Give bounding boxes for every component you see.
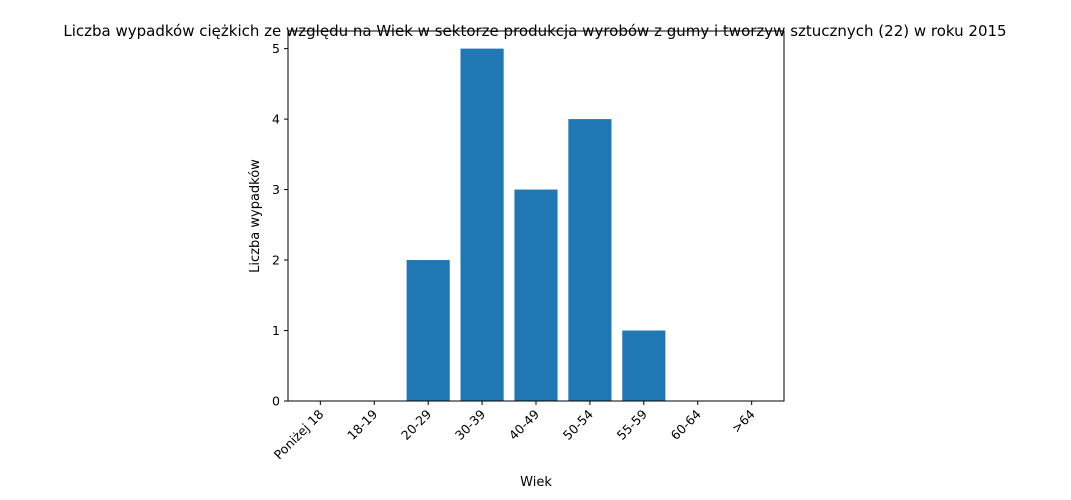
y-tick-label: 2: [272, 253, 280, 268]
y-tick-label: 0: [272, 394, 280, 409]
y-tick-label: 3: [272, 182, 280, 197]
y-tick-label: 1: [272, 323, 280, 338]
x-tick-label: 30-39: [452, 406, 488, 442]
bar-20-29: [406, 260, 450, 401]
x-axis-label: Wiek: [520, 475, 552, 490]
x-tick-label: 18-19: [344, 406, 380, 442]
bar-30-39: [460, 48, 504, 401]
x-tick-label: Poniżej 18: [271, 406, 327, 462]
x-tick-label: 40-49: [506, 406, 542, 442]
x-tick-label: 60-64: [668, 406, 704, 442]
x-tick-label: >64: [729, 406, 758, 435]
plot-area: 0 1 2 3 4 5 Poniżej 18 18-19 20-29 30-39 40-49 50-…: [271, 30, 785, 462]
x-tick-label: 20-29: [398, 406, 434, 442]
bars: [406, 48, 666, 401]
bar-40-49: [514, 189, 558, 401]
y-axis-ticks: 0 1 2 3 4 5: [272, 41, 288, 409]
x-axis-ticks: Poniżej 18 18-19 20-29 30-39 40-49 50-54 55-59…: [271, 401, 758, 462]
x-tick-label: 50-54: [560, 406, 596, 442]
x-tick-label: 55-59: [614, 406, 650, 442]
bar-50-54: [568, 119, 612, 401]
bar-55-59: [622, 330, 666, 401]
y-axis-label: Liczba wypadków: [248, 159, 263, 273]
y-tick-label: 4: [272, 112, 280, 127]
y-tick-label: 5: [272, 41, 280, 56]
